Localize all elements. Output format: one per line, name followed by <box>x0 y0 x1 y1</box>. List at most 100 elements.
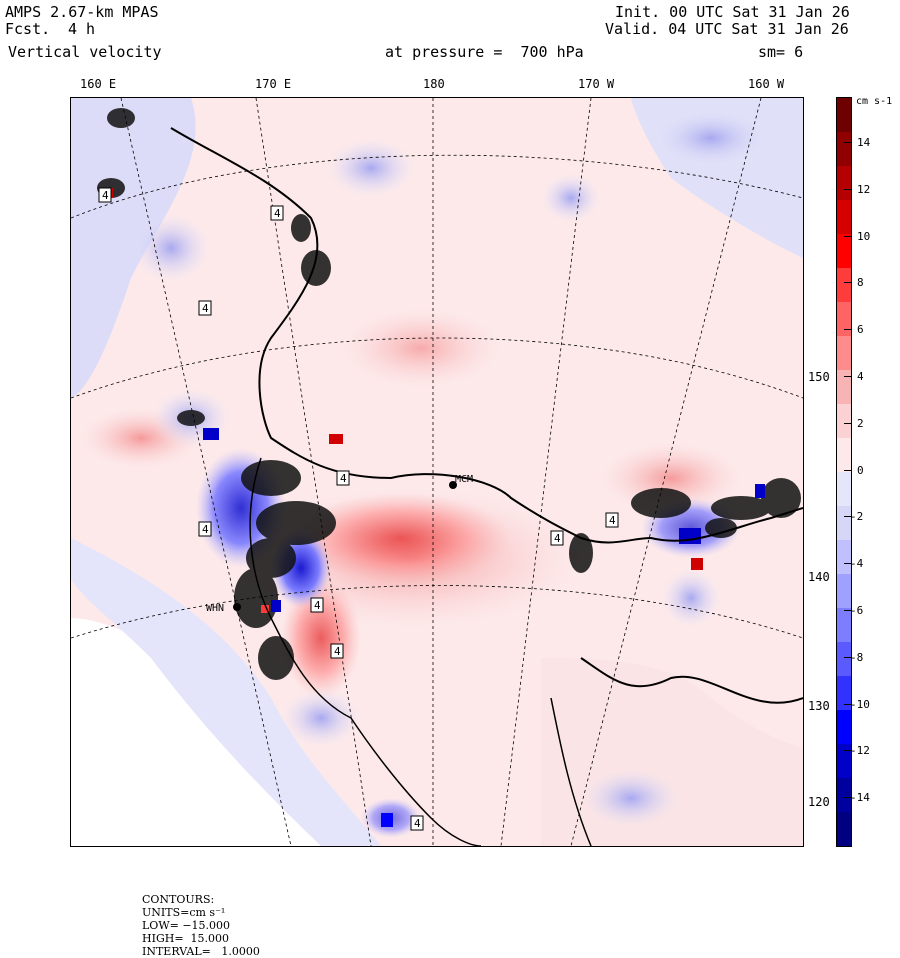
colorbar-segment <box>837 166 851 200</box>
colorbar-segment <box>837 234 851 268</box>
colorbar-tick-mark <box>844 703 851 705</box>
colorbar-tick-label: 0 <box>857 463 864 477</box>
colorbar-segment <box>837 268 851 302</box>
colorbar-segment <box>837 200 851 234</box>
init-time: Init. 00 UTC Sat 31 Jan 26 <box>615 3 850 21</box>
contour-info: CONTOURS: UNITS=cm s⁻¹ LOW= −15.000 HIGH… <box>135 880 274 958</box>
station-whn: WHN <box>206 603 241 614</box>
svg-text:4: 4 <box>202 302 209 315</box>
colorbar-tick-label: -2 <box>850 510 864 524</box>
colorbar-segment <box>837 506 851 540</box>
pink-patch-north <box>341 308 501 388</box>
blue-patch-9 <box>661 568 721 628</box>
svg-text:4: 4 <box>414 817 421 830</box>
lon-label-160e: 160 E <box>80 77 117 91</box>
contour-label: 4 <box>310 597 324 613</box>
field-name: Vertical velocity <box>8 43 162 61</box>
lon-label-170w: 170 W <box>578 77 615 91</box>
colorbar-tick-label: 12 <box>857 182 871 196</box>
map-canvas: MCM WHN 4 4 4 4 4 4 4 4 4 4 <box>71 98 803 846</box>
svg-text:MCM: MCM <box>455 474 473 485</box>
colorbar-tick-mark <box>844 422 851 424</box>
contour-label: 4 <box>605 512 619 528</box>
colorbar-tick-label: -4 <box>850 557 864 571</box>
colorbar-tick-label: -12 <box>850 744 870 758</box>
blue-patch-5 <box>326 138 416 198</box>
blue-patch-4 <box>131 213 211 283</box>
colorbar-segment <box>837 302 851 336</box>
colorbar-segment <box>837 472 851 506</box>
low-value: LOW= −15.000 <box>142 919 231 932</box>
units-label: UNITS=cm s⁻¹ <box>142 906 226 919</box>
colorbar-tick-label: -8 <box>850 650 864 664</box>
lon-label-160w: 160 W <box>748 77 785 91</box>
colorbar-segment <box>837 676 851 710</box>
colorbar-segment <box>837 370 851 404</box>
model-title: AMPS 2.67-km MPAS <box>5 3 159 21</box>
colorbar-tick-mark <box>844 235 851 237</box>
contour-label: 4 <box>198 521 212 537</box>
colorbar-segment <box>837 98 851 132</box>
colorbar-segment <box>837 812 851 846</box>
colorbar-segment <box>837 642 851 676</box>
colorbar-tick-mark <box>844 750 851 752</box>
colorbar-tick-mark <box>844 563 851 565</box>
blue-patch-11 <box>581 768 681 828</box>
contour-label: 4 <box>336 470 350 486</box>
colorbar-tick-label: 2 <box>857 416 864 430</box>
forecast-label: Fcst. <box>5 20 51 38</box>
smoothing: sm= 6 <box>758 43 804 61</box>
colorbar-segment <box>837 608 851 642</box>
grounding-line <box>550 697 592 846</box>
colorbar-units: cm s-1 <box>856 96 893 107</box>
interval-value: INTERVAL= 1.0000 <box>142 945 260 958</box>
contour-label: 4 <box>98 187 112 203</box>
pressure-level: at pressure = 700 hPa <box>385 43 584 61</box>
colorbar-tick-label: -10 <box>850 697 870 711</box>
graticule <box>71 98 803 846</box>
colorbar-tick-mark <box>844 282 851 284</box>
colorbar-tick-mark <box>844 516 851 518</box>
station-mcm: MCM <box>449 474 473 489</box>
high-value: HIGH= 15.000 <box>142 932 230 945</box>
contour-label: 4 <box>330 643 344 659</box>
svg-text:4: 4 <box>202 523 209 536</box>
colorbar-tick-label: 14 <box>857 136 871 149</box>
svg-text:4: 4 <box>609 514 616 527</box>
blue-patch-6 <box>651 108 771 168</box>
colorbar-segment <box>837 404 851 438</box>
colorbar-tick-label: 10 <box>857 229 871 243</box>
colorbar-segment <box>837 744 851 778</box>
region-lavender-left <box>71 538 381 846</box>
blue-patch-10 <box>281 688 361 748</box>
contour-label: 4 <box>410 815 424 831</box>
colorbar-segment <box>837 336 851 370</box>
svg-text:4: 4 <box>334 645 341 658</box>
svg-text:WHN: WHN <box>206 603 224 614</box>
colorbar-tick-mark <box>844 610 851 611</box>
valid-time: Valid. 04 UTC Sat 31 Jan 26 <box>605 20 849 38</box>
upward-motion-core <box>291 493 511 583</box>
forecast-hour: 4 h <box>68 20 96 38</box>
transantarctic-edge <box>249 457 482 846</box>
colorbar-tick-mark <box>844 469 851 471</box>
svg-text:4: 4 <box>102 189 109 202</box>
contour-label: 4 <box>198 300 212 316</box>
contour-labels: 4 4 4 4 4 4 4 4 4 4 <box>98 187 619 831</box>
colorbar-tick-label: -6 <box>850 604 864 617</box>
contour-label: 4 <box>550 530 564 546</box>
blue-patch-7 <box>541 173 601 223</box>
vertical-velocity-map[interactable]: MCM WHN 4 4 4 4 4 4 4 4 4 4 <box>70 97 804 847</box>
coastline <box>170 127 803 544</box>
colorbar-tick-label: 8 <box>857 276 864 290</box>
colorbar-segment <box>837 574 851 608</box>
svg-text:4: 4 <box>274 207 281 220</box>
lon-label-180: 180 <box>423 77 445 91</box>
colorbar-segment <box>837 540 851 574</box>
colorbar <box>836 97 852 847</box>
colorbar-segment <box>837 710 851 744</box>
contour-label: 4 <box>270 205 284 221</box>
colorbar-tick-label: 6 <box>857 323 864 337</box>
colorbar-tick-mark <box>844 797 851 799</box>
svg-text:4: 4 <box>314 599 321 612</box>
